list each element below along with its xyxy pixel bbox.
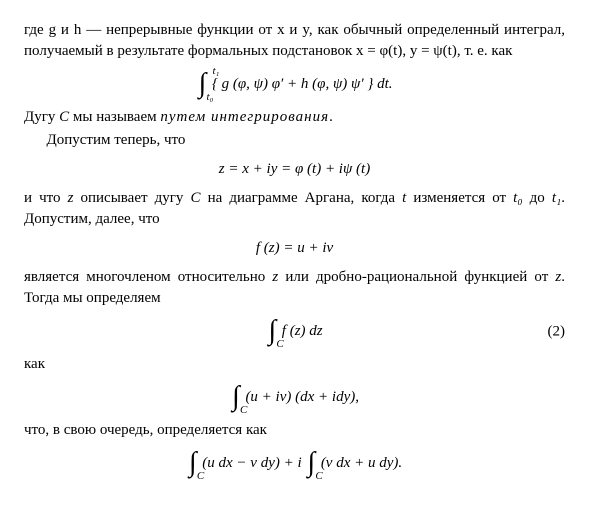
equation-3: f (z) = u + iv [24, 238, 565, 259]
equation-2: z = x + iy = φ (t) + iψ (t) [24, 159, 565, 180]
text: как [24, 356, 45, 372]
text: . [329, 109, 333, 125]
integral-sign: ∫ [189, 447, 197, 478]
equation-label: (2) [548, 321, 566, 342]
text: описывает дугу [73, 190, 190, 206]
limit-upper: t₁ [212, 64, 219, 79]
integral-symbol: ∫ C [268, 317, 276, 346]
integrand: f (z) dz [282, 321, 323, 342]
integral-symbol: ∫ C [232, 383, 240, 412]
limit-lower: C [197, 469, 204, 484]
text: на диаграмме Аргана, когда [201, 190, 403, 206]
paragraph-7: что, в свою очередь, определяется как [24, 420, 565, 441]
integrand-a: (u dx − v dy) + i [202, 453, 301, 474]
formula: z = x + iy = φ (t) + iψ (t) [219, 161, 370, 177]
equation-1: t₁ ∫ t₀ { g (φ, ψ) φ′ + h (φ, ψ) ψ′ } dt… [24, 70, 565, 99]
text: до [523, 190, 552, 206]
integral-sign: ∫ [198, 68, 206, 99]
paragraph-4: и что z описывает дугу C на диаграмме Ар… [24, 188, 565, 230]
equation-6: ∫ C (u dx − v dy) + i ∫ C (v dx + u dy). [24, 449, 565, 478]
var-t0: t₀ [513, 190, 522, 206]
equation-5: ∫ C (u + iv) (dx + idy), [24, 383, 565, 412]
integral-symbol: ∫ C [307, 449, 315, 478]
limit-lower: t₀ [206, 90, 213, 105]
paragraph-6: как [24, 354, 565, 375]
integral-sign: ∫ [232, 381, 240, 412]
paragraph-3: Допустим теперь, что [24, 130, 565, 151]
limit-lower: C [315, 469, 322, 484]
paragraph-2: Дугу C мы называем путем интегрирования. [24, 107, 565, 128]
limit-lower: C [276, 337, 283, 352]
var-t1: t₁ [552, 190, 561, 206]
term-path: путем интегрирования [160, 109, 329, 125]
limit-lower: C [240, 403, 247, 418]
paragraph-5: является многочленом относительно z или … [24, 267, 565, 309]
formula: f (z) = u + iv [256, 240, 333, 256]
text: Дугу [24, 109, 59, 125]
integral-symbol: ∫ C [189, 449, 197, 478]
integral-sign: ∫ [268, 315, 276, 346]
paragraph-1: где g и h — непрерывные функции от x и y… [24, 20, 565, 62]
equation-4: ∫ C f (z) dz (2) [24, 317, 565, 346]
text: и что [24, 190, 68, 206]
integral-sign: ∫ [307, 447, 315, 478]
text: что, в свою очередь, определяется как [24, 422, 267, 438]
text: Допустим теперь, что [47, 132, 186, 148]
integrand-b: (v dx + u dy). [321, 453, 402, 474]
text: или дробно-рациональной функцией от [278, 269, 555, 285]
integral-symbol: t₁ ∫ t₀ [198, 70, 206, 99]
text: мы называем [69, 109, 160, 125]
text: изменяется от [406, 190, 513, 206]
text: где g и h — непрерывные функции от x и y… [24, 22, 565, 59]
var-C: C [190, 190, 200, 206]
text: является многочленом относительно [24, 269, 272, 285]
var-C: C [59, 109, 69, 125]
integrand: (u + iv) (dx + idy), [245, 387, 359, 408]
integrand: { g (φ, ψ) φ′ + h (φ, ψ) ψ′ } dt. [212, 74, 393, 95]
